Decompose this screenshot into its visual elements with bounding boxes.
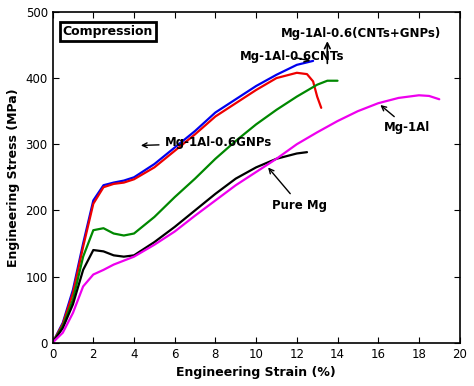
X-axis label: Engineering Strain (%): Engineering Strain (%): [176, 366, 336, 379]
Text: Mg-1Al-0.6CNTs: Mg-1Al-0.6CNTs: [240, 51, 344, 63]
Y-axis label: Engineering Stress (MPa): Engineering Stress (MPa): [7, 88, 20, 267]
Text: Mg-1Al-0.6GNPs: Mg-1Al-0.6GNPs: [142, 136, 272, 149]
Text: Mg-1Al-0.6(CNTs+GNPs): Mg-1Al-0.6(CNTs+GNPs): [281, 27, 441, 40]
Text: Compression: Compression: [63, 25, 153, 38]
Text: Mg-1Al: Mg-1Al: [382, 106, 430, 134]
Text: Pure Mg: Pure Mg: [269, 169, 328, 212]
